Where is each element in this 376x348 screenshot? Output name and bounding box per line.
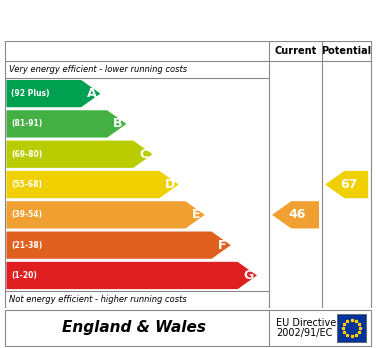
- Text: E: E: [192, 208, 200, 221]
- Polygon shape: [6, 201, 205, 229]
- Polygon shape: [325, 171, 368, 198]
- Text: C: C: [139, 148, 149, 161]
- Text: (1-20): (1-20): [11, 271, 37, 280]
- Text: (92 Plus): (92 Plus): [11, 89, 49, 98]
- Text: (81-91): (81-91): [11, 119, 42, 128]
- Text: Potential: Potential: [321, 46, 372, 56]
- Text: Energy Efficiency Rating: Energy Efficiency Rating: [11, 11, 240, 30]
- Text: (21-38): (21-38): [11, 241, 42, 250]
- Text: (69-80): (69-80): [11, 150, 42, 159]
- Polygon shape: [272, 201, 319, 229]
- Text: 2002/91/EC: 2002/91/EC: [276, 328, 333, 338]
- Text: (39-54): (39-54): [11, 210, 42, 219]
- Text: (55-68): (55-68): [11, 180, 42, 189]
- Bar: [5, 310, 371, 346]
- Polygon shape: [6, 110, 126, 137]
- Text: D: D: [165, 178, 175, 191]
- Polygon shape: [6, 262, 257, 289]
- Text: F: F: [218, 239, 226, 252]
- Text: England & Wales: England & Wales: [62, 321, 206, 335]
- Text: G: G: [243, 269, 253, 282]
- Polygon shape: [6, 231, 231, 259]
- Polygon shape: [6, 171, 179, 198]
- Text: Not energy efficient - higher running costs: Not energy efficient - higher running co…: [9, 295, 186, 304]
- Polygon shape: [6, 141, 153, 168]
- Text: Very energy efficient - lower running costs: Very energy efficient - lower running co…: [9, 65, 187, 74]
- Text: A: A: [87, 87, 97, 100]
- Text: B: B: [113, 117, 123, 130]
- Text: 46: 46: [289, 208, 306, 221]
- Polygon shape: [6, 80, 100, 107]
- Bar: [338, 314, 365, 342]
- Text: 67: 67: [340, 178, 357, 191]
- Text: EU Directive: EU Directive: [276, 318, 337, 328]
- Text: Current: Current: [274, 46, 317, 56]
